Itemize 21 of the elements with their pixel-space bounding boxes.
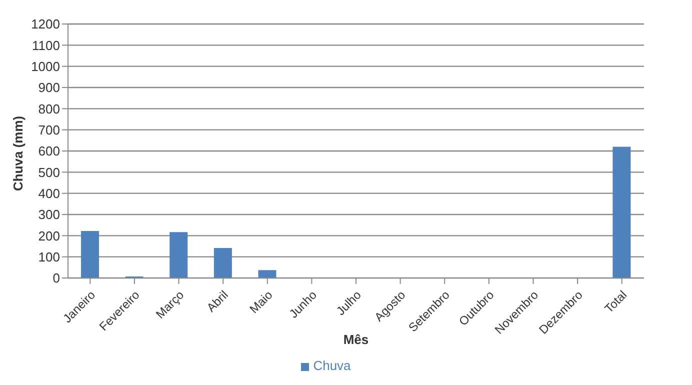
bar — [170, 232, 188, 278]
y-tick-label: 0 — [52, 270, 60, 286]
bar — [214, 248, 232, 278]
y-tick-label: 600 — [38, 144, 60, 159]
y-axis-title: Chuva (mm) — [10, 116, 26, 191]
y-tick-label: 100 — [38, 249, 60, 264]
y-tick-label: 200 — [38, 228, 60, 244]
legend-label: Chuva — [313, 358, 351, 373]
bar — [81, 231, 99, 278]
bar — [258, 270, 276, 278]
y-tick-label: 500 — [38, 164, 60, 180]
y-tick-label: 800 — [38, 101, 60, 116]
y-tick-label: 1000 — [31, 58, 60, 74]
bar — [612, 146, 631, 278]
y-tick-label: 400 — [38, 186, 60, 201]
y-tick-label: 700 — [38, 122, 60, 138]
y-tick-label: 900 — [38, 80, 60, 96]
y-tick-label: 1100 — [32, 38, 60, 53]
x-axis-title: Mês — [343, 332, 369, 347]
y-tick-label: 300 — [38, 207, 60, 222]
y-tick-label: 1200 — [31, 16, 60, 32]
